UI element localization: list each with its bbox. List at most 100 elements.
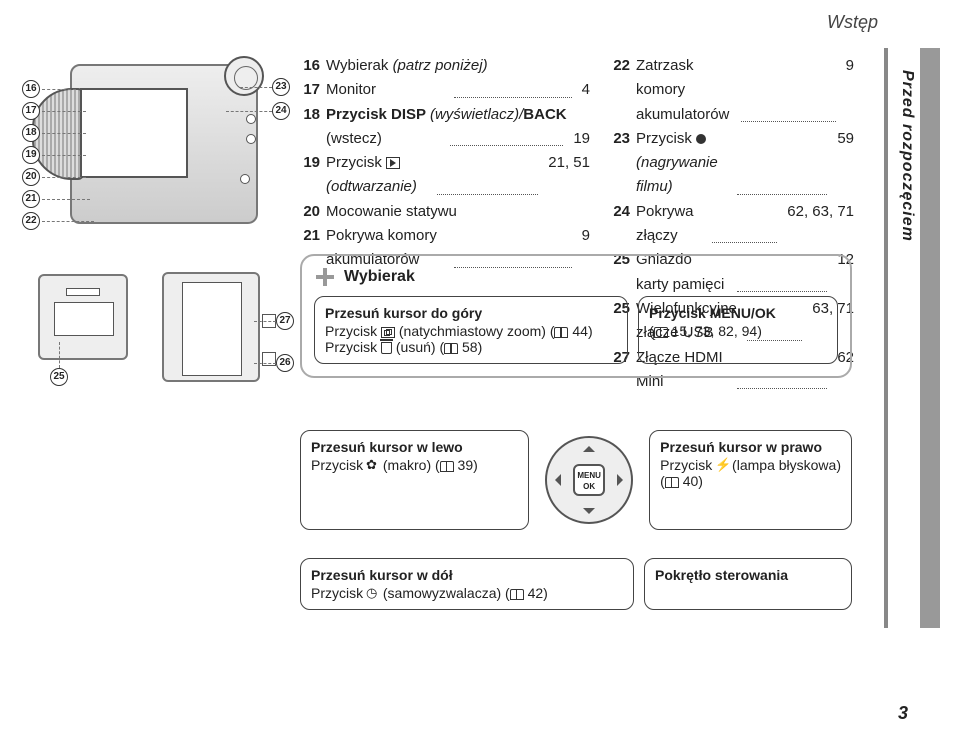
book-icon — [440, 461, 454, 472]
cell-header: Pokrętło sterowania — [655, 567, 841, 583]
cell-line: ( 15, 73, 82, 94) — [649, 323, 827, 339]
part-page: 4 — [582, 78, 590, 102]
camera-dial — [224, 56, 264, 96]
selector-up-cell: Przesuń kursor do góry Przycisk (natychm… — [314, 296, 628, 364]
part-row: 22 Zatrzask komory akumulatorów 9 — [610, 54, 854, 127]
part-num: 23 — [610, 127, 630, 200]
selector-menu-cell: Przycisk MENU/OK ( 15, 73, 82, 94) — [638, 296, 838, 364]
selector-row-bottom: Przesuń kursor w dół Przycisk (samowyzwa… — [300, 558, 852, 610]
dpad-up-icon — [583, 440, 595, 452]
play-icon — [386, 157, 400, 169]
leader-line — [42, 221, 94, 222]
cell-line: Przycisk (usuń) ( 58) — [325, 339, 617, 355]
part-row: 17 Monitor 4 — [300, 78, 590, 102]
selector-row-top: Przesuń kursor do góry Przycisk (natychm… — [314, 296, 838, 364]
leader-dots — [741, 121, 836, 122]
callout: 21 — [22, 190, 40, 208]
timer-icon — [367, 588, 379, 600]
part-row: 23 Przycisk (nagrywanie filmu) 59 — [610, 127, 854, 200]
camera-side-view — [162, 272, 260, 382]
cell-line: ( 40) — [660, 473, 841, 489]
leader-line — [42, 133, 86, 134]
callout: 20 — [22, 168, 40, 186]
callout: 27 — [276, 312, 294, 330]
part-page: 59 — [837, 127, 854, 200]
leader-line — [42, 177, 86, 178]
leader-line — [254, 363, 276, 364]
dpad-right-icon — [617, 474, 629, 486]
selector-panel: Wybierak Przesuń kursor do góry Przycisk… — [300, 254, 852, 378]
selector-right-cell: Przesuń kursor w prawo Przycisk (lampa b… — [649, 430, 852, 530]
cell-header: Przesuń kursor w lewo — [311, 439, 518, 455]
selector-title: Wybierak — [344, 268, 415, 286]
book-icon — [554, 327, 568, 338]
part-label: Wybierak (patrz poniżej) — [326, 54, 590, 78]
leader-line — [42, 155, 86, 156]
part-page: 9 — [846, 54, 854, 127]
leader-line — [42, 111, 86, 112]
spacer — [300, 127, 320, 151]
zoom-icon — [381, 327, 395, 338]
page-edge — [920, 48, 940, 628]
callout: 26 — [276, 354, 294, 372]
part-num: 17 — [300, 78, 320, 102]
dpad-center: MENU OK — [573, 464, 605, 496]
flash-icon — [716, 460, 728, 472]
callout: 18 — [22, 124, 40, 142]
book-icon — [510, 589, 524, 600]
page-number: 3 — [898, 703, 908, 724]
cam-dot — [240, 174, 250, 184]
leader-line — [254, 321, 276, 322]
part-label: Monitor — [326, 78, 444, 102]
book-icon — [665, 477, 679, 488]
leader-line — [226, 111, 272, 112]
part-num: 24 — [610, 200, 630, 249]
part-label: Przycisk (odtwarzanie) — [326, 151, 427, 200]
leader-dots — [712, 242, 778, 243]
leader-dots — [454, 97, 572, 98]
selector-left-cell: Przesuń kursor w lewo Przycisk (makro) (… — [300, 430, 529, 530]
selector-row-mid: Przesuń kursor w lewo Przycisk (makro) (… — [300, 430, 852, 530]
callout: 24 — [272, 102, 290, 120]
selector-down-cell: Przesuń kursor w dół Przycisk (samowyzwa… — [300, 558, 634, 610]
dpad-icon — [314, 266, 336, 288]
leader-line — [59, 342, 60, 368]
book-icon — [654, 327, 668, 338]
cell-line: Przycisk (natychmiastowy zoom) ( 44) — [325, 323, 617, 339]
part-num: 19 — [300, 151, 320, 200]
cell-line: Przycisk (samowyzwalacza) ( 42) — [311, 585, 623, 601]
leader-line — [42, 89, 76, 90]
side-tab-label: Przed rozpoczęciem — [898, 70, 916, 242]
margin-rule — [884, 48, 888, 628]
leader-dots — [450, 145, 564, 146]
callout: 25 — [50, 368, 68, 386]
camera-lcd — [80, 88, 188, 178]
selector-header: Wybierak — [314, 266, 838, 288]
battery-door — [54, 302, 114, 336]
part-row-cont: (wstecz) 19 — [300, 127, 590, 151]
leader-line — [42, 199, 90, 200]
cell-line: Przycisk (makro) ( 39) — [311, 457, 518, 473]
part-num: 16 — [300, 54, 320, 78]
leader-dots — [437, 194, 538, 195]
part-label: Mocowanie statywu — [326, 200, 590, 224]
record-icon — [696, 134, 706, 144]
cam-dot — [246, 114, 256, 124]
callout: 23 — [272, 78, 290, 96]
callout: 16 — [22, 80, 40, 98]
part-num: 20 — [300, 200, 320, 224]
part-label: (wstecz) — [326, 127, 440, 151]
leader-dots — [737, 194, 828, 195]
part-page: 21, 51 — [548, 151, 590, 200]
book-icon — [444, 343, 458, 354]
macro-icon — [367, 460, 379, 472]
section-title: Wstęp — [827, 12, 878, 33]
trash-icon — [381, 342, 392, 354]
connector-cover — [182, 282, 242, 376]
camera-diagram: 16 17 18 19 20 21 22 23 24 25 27 26 — [28, 54, 290, 414]
cell-header: Przesuń kursor do góry — [325, 305, 617, 321]
callout: 19 — [22, 146, 40, 164]
leader-dots — [737, 388, 828, 389]
callout: 17 — [22, 102, 40, 120]
dpad-down-icon — [583, 508, 595, 520]
